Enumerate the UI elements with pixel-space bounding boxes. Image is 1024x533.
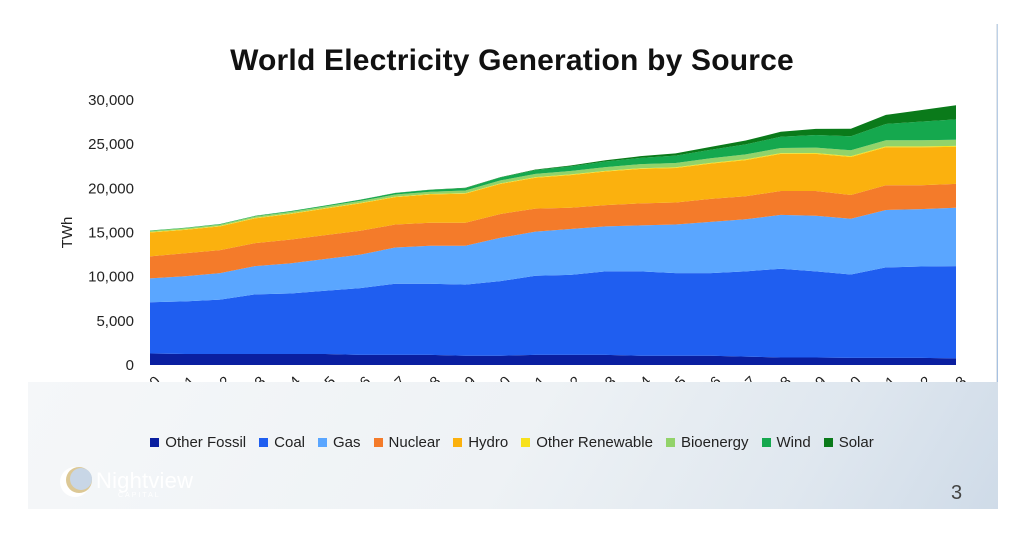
chart-title: World Electricity Generation by Source xyxy=(230,44,794,77)
legend-item-nuclear: Nuclear xyxy=(373,434,441,451)
legend-label: Hydro xyxy=(468,434,509,451)
area-series-coal xyxy=(150,266,956,359)
x-tick-label: 2005 xyxy=(304,373,340,382)
x-tick-label: 2021 xyxy=(864,373,900,382)
area-series-other-renewable xyxy=(150,145,956,233)
x-tick-label: 2000 xyxy=(129,373,165,382)
legend-swatch xyxy=(318,438,327,447)
chart-panel: World Electricity Generation by Source 0… xyxy=(28,24,997,382)
legend-label: Solar xyxy=(838,434,874,451)
legend-item-coal: Coal xyxy=(259,434,305,451)
legend-swatch xyxy=(150,438,160,447)
legend-swatch xyxy=(761,438,771,447)
slide-background xyxy=(28,382,998,509)
area-series-bioenergy xyxy=(150,139,956,233)
legend-label: Nuclear xyxy=(388,434,441,451)
y-tick-label: 20,000 xyxy=(88,180,134,197)
legend-label: Wind xyxy=(776,434,811,451)
x-tick-label: 2009 xyxy=(444,373,480,382)
x-tick-label: 2008 xyxy=(409,373,445,382)
x-tick-label: 2016 xyxy=(689,373,725,382)
x-tick-label: 2012 xyxy=(549,373,585,382)
legend-item-other-renewable: Other Renewable xyxy=(521,434,653,451)
x-tick-label: 2015 xyxy=(654,373,690,382)
x-tick-label: 2011 xyxy=(515,373,550,382)
y-tick-label: 0 xyxy=(126,357,134,374)
x-tick-label: 2002 xyxy=(199,373,235,382)
legend-item-wind: Wind xyxy=(761,434,811,451)
legend-swatch xyxy=(823,438,833,447)
area-series-other-fossil xyxy=(150,353,956,365)
legend-label: Coal xyxy=(274,434,305,451)
nightview-logo: Nightview CAPITAL xyxy=(58,465,228,499)
area-series-nuclear xyxy=(150,183,956,279)
area-series-solar xyxy=(150,105,956,231)
legend-swatch xyxy=(453,438,463,447)
legend-label: Other Fossil xyxy=(165,434,247,451)
legend-item-solar: Solar xyxy=(823,434,874,451)
legend-swatch xyxy=(259,438,269,447)
y-axis-label: TWh xyxy=(59,217,76,249)
x-tick-label: 2013 xyxy=(584,373,620,382)
x-tick-label: 2014 xyxy=(619,373,655,382)
legend-label: Bioenergy xyxy=(680,434,749,451)
x-tick-label: 2007 xyxy=(374,373,410,382)
crescent-logo-icon xyxy=(60,467,92,497)
area-series-gas xyxy=(150,207,956,303)
legend-item-other-fossil: Other Fossil xyxy=(150,434,246,451)
x-tick-label: 2003 xyxy=(234,373,270,382)
x-tick-label: 2018 xyxy=(759,373,795,382)
legend-item-bioenergy: Bioenergy xyxy=(665,434,749,451)
legend-swatch xyxy=(665,438,675,447)
y-tick-label: 5,000 xyxy=(96,313,134,330)
x-tick-label: 2020 xyxy=(829,373,865,382)
area-series-hydro xyxy=(150,146,956,257)
legend-item-gas: Gas xyxy=(318,434,361,451)
logo-subtitle: CAPITAL xyxy=(118,492,161,499)
x-tick-label: 2004 xyxy=(269,373,305,382)
x-tick-label: 2023 xyxy=(935,373,971,382)
chart-legend: Other Fossil Coal Gas Nuclear Hydro Other Ren… xyxy=(28,434,996,451)
x-tick-label: 2022 xyxy=(900,373,936,382)
legend-swatch xyxy=(373,438,383,447)
y-tick-label: 10,000 xyxy=(88,269,134,286)
legend-item-hydro: Hydro xyxy=(453,434,508,451)
x-tick-label: 2006 xyxy=(339,373,375,382)
y-tick-label: 25,000 xyxy=(88,136,134,153)
x-tick-label: 2001 xyxy=(164,373,200,382)
slide: World Electricity Generation by Source 0… xyxy=(28,24,998,509)
logo-name: Nightview xyxy=(96,468,194,493)
y-tick-label: 15,000 xyxy=(88,225,134,242)
area-series-wind xyxy=(150,119,956,231)
page-number: 3 xyxy=(951,482,963,504)
stacked-area-chart: 0 5,000 10,000 15,000 20,000 25,000 30,000 TWh 2… xyxy=(59,92,971,382)
legend-label: Gas xyxy=(333,434,361,451)
legend-label: Other Renewable xyxy=(536,434,653,451)
legend-swatch xyxy=(521,438,531,447)
x-tick-label: 2010 xyxy=(479,373,515,382)
y-tick-label: 30,000 xyxy=(88,92,134,109)
x-tick-label: 2019 xyxy=(794,373,830,382)
x-tick-label: 2017 xyxy=(724,373,760,382)
